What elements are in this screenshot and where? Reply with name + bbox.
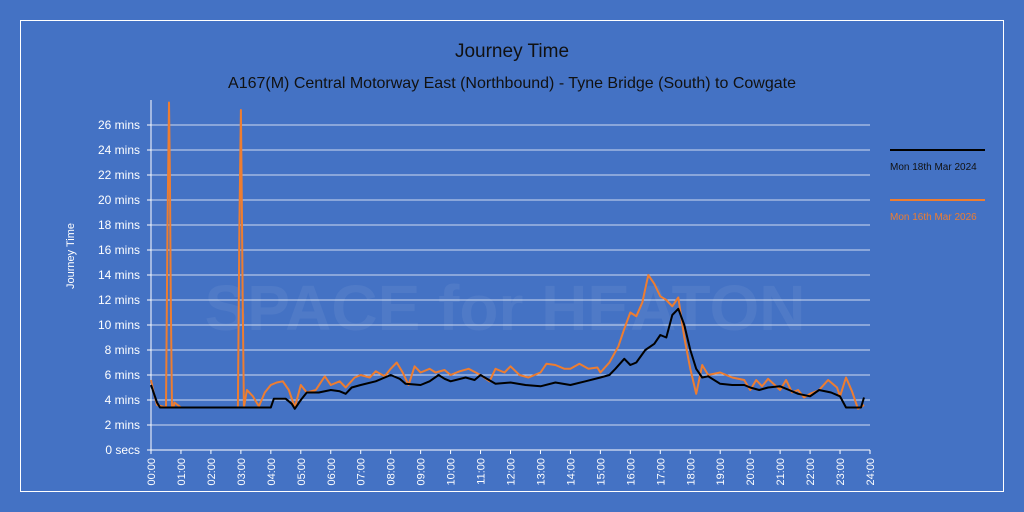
- x-tick-label: 00:00: [146, 458, 158, 486]
- x-tick-label: 02:00: [206, 458, 218, 486]
- legend-label: Mon 16th Mar 2026: [890, 212, 977, 223]
- legend: Mon 18th Mar 2024 Mon 16th Mar 2026: [890, 149, 985, 223]
- y-tick-label: 0 secs: [105, 443, 140, 457]
- y-tick-label: 6 mins: [105, 368, 140, 382]
- chart-panel: [20, 20, 1004, 492]
- x-tick-label: 19:00: [715, 458, 727, 486]
- axes: [147, 100, 871, 454]
- chart-subtitle: A167(M) Central Motorway East (Northboun…: [228, 75, 796, 92]
- x-tick-label: 01:00: [176, 458, 188, 486]
- y-tick-label: 20 mins: [98, 193, 140, 207]
- x-tick-label: 15:00: [595, 458, 607, 486]
- y-axis-label: Journey Time: [65, 223, 77, 289]
- x-tick-label: 12:00: [506, 458, 518, 486]
- gridlines: [151, 124, 870, 426]
- x-tick-label: 08:00: [386, 458, 398, 486]
- x-tick-label: 04:00: [266, 458, 278, 486]
- y-tick-label: 10 mins: [98, 318, 140, 332]
- x-tick-label: 18:00: [685, 458, 697, 486]
- x-tick-label: 03:00: [236, 458, 248, 486]
- x-tick-label: 05:00: [296, 458, 308, 486]
- x-tick-label: 13:00: [535, 458, 547, 486]
- x-tick-label: 22:00: [805, 458, 817, 486]
- x-tick-label: 06:00: [326, 458, 338, 486]
- x-tick-label: 09:00: [416, 458, 428, 486]
- x-tick-labels: 00:00 01:00 02:00 03:00 04:00 05:00 06:00 07:00…: [146, 458, 877, 486]
- legend-label: Mon 18th Mar 2024: [890, 162, 977, 173]
- y-tick-label: 14 mins: [98, 268, 140, 282]
- y-tick-labels: 0 secs 2 mins 4 mins 6 mins 8 mins 10 mins 12 …: [98, 118, 140, 457]
- x-tick-label: 16:00: [625, 458, 637, 486]
- y-tick-label: 26 mins: [98, 118, 140, 132]
- series-lines: [150, 101, 865, 410]
- x-tick-label: 23:00: [835, 458, 847, 486]
- y-tick-label: 22 mins: [98, 168, 140, 182]
- chart-title: Journey Time: [454, 41, 570, 62]
- y-tick-label: 12 mins: [98, 293, 140, 307]
- y-tick-label: 2 mins: [105, 418, 140, 432]
- x-tick-label: 11:00: [476, 458, 488, 485]
- y-tick-label: 4 mins: [105, 393, 140, 407]
- x-tick-label: 24:00: [865, 458, 877, 486]
- y-tick-label: 16 mins: [98, 243, 140, 257]
- x-tick-label: 17:00: [655, 458, 667, 486]
- watermark: SPACE for HEATON: [205, 272, 806, 344]
- y-tick-label: 24 mins: [98, 143, 140, 157]
- y-tick-label: 18 mins: [98, 218, 140, 232]
- y-tick-label: 8 mins: [105, 343, 140, 357]
- series-line-0: [150, 307, 865, 410]
- x-tick-label: 07:00: [356, 458, 368, 486]
- series-line-1: [150, 101, 865, 410]
- x-tick-label: 20:00: [745, 458, 757, 486]
- x-tick-label: 14:00: [565, 458, 577, 486]
- x-tick-label: 10:00: [446, 458, 458, 486]
- x-tick-label: 21:00: [775, 458, 787, 486]
